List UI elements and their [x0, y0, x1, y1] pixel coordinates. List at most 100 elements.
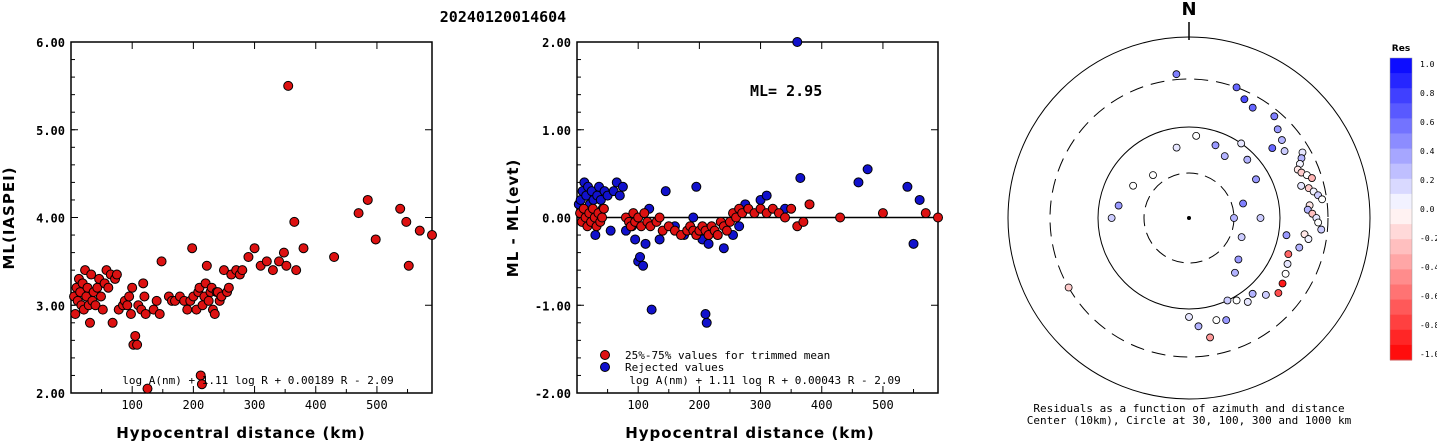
data-point	[289, 216, 300, 227]
rejected-point	[630, 234, 641, 245]
rejected-point	[640, 238, 651, 249]
points-group	[69, 80, 437, 394]
colorbar-cell	[1390, 224, 1412, 240]
points-group	[573, 37, 943, 328]
accepted-point	[721, 225, 732, 236]
rejected-point	[908, 238, 919, 249]
colorbar-cell	[1390, 148, 1412, 165]
residual-point	[1211, 141, 1220, 150]
residual-point	[1230, 214, 1238, 222]
residual-point	[1243, 155, 1252, 164]
accepted-point	[712, 230, 723, 241]
rejected-point	[902, 181, 913, 192]
y-tick-label: 2.00	[36, 387, 65, 401]
colorbar-cell	[1390, 118, 1412, 134]
y-tick-label: 3.00	[36, 299, 65, 313]
colorbar-cell	[1390, 299, 1412, 316]
rejected-point	[646, 304, 657, 315]
data-point	[278, 247, 289, 258]
colorbar-ticks: 1.0 0.8 0.6 0.4 0.2 0.0 -0.2 -0.4 -0.6 -0.8 -1.0	[1420, 60, 1437, 359]
accepted-point	[933, 212, 943, 223]
rejected-point	[691, 181, 702, 192]
colorbar-cell	[1390, 178, 1412, 195]
rejected-point	[700, 309, 711, 320]
residual-point	[1308, 174, 1316, 182]
rejected-point	[590, 230, 601, 241]
residual-colorbar: Res 1.0 0.8 0.6 0.4 0.2 0.0 -0.2 -0.4 -0.6 -0.8 -1…	[1389, 44, 1437, 361]
accepted-point	[920, 208, 931, 219]
y-tick-label: -2.00	[535, 387, 571, 401]
y-tick-label: 4.00	[36, 212, 65, 226]
data-point	[237, 265, 248, 276]
accepted-point	[654, 212, 665, 223]
data-point	[132, 339, 143, 350]
data-point	[249, 243, 260, 254]
accepted-point	[877, 208, 888, 219]
x-tick-label: 400	[811, 398, 833, 412]
rejected-point	[853, 177, 864, 188]
ring-1000km	[1007, 36, 1371, 400]
residual-point	[1274, 289, 1283, 297]
data-point	[196, 379, 207, 390]
north-label: N	[1181, 0, 1196, 20]
tick-group: 100 200 300 400 500 2.00 3.00 4.00 5.00 6.00	[36, 36, 432, 412]
colorbar-cell	[1390, 329, 1412, 346]
y-tick-label: 0.00	[542, 212, 571, 226]
data-point	[90, 300, 101, 311]
legend-accepted-label: 25%-75% values for trimmed mean	[625, 349, 830, 362]
residual-point	[1222, 316, 1231, 325]
residual-point	[1248, 103, 1257, 112]
legend-rejected-marker	[600, 362, 610, 372]
colorbar-cell	[1390, 209, 1412, 225]
x-tick-label: 500	[366, 398, 388, 412]
x-tick-label: 100	[121, 398, 143, 412]
rejected-point	[638, 260, 649, 271]
residual-point	[1261, 290, 1270, 299]
data-point	[281, 260, 292, 271]
panel-ml-vs-distance: 100 200 300 400 500 2.00 3.00 4.00 5.00 6.00 log …	[0, 36, 437, 441]
data-point	[414, 225, 425, 236]
residual-point	[1239, 199, 1247, 208]
residual-point	[1273, 125, 1282, 134]
residual-point	[1281, 269, 1290, 278]
panel-polar-residuals: N Residuals as a function of azimuth and…	[1007, 0, 1371, 427]
center-marker	[1187, 216, 1191, 220]
accepted-point	[639, 208, 650, 219]
x-tick-label: 500	[872, 398, 894, 412]
data-point	[107, 317, 118, 328]
data-point	[125, 309, 136, 320]
rejected-point	[614, 190, 625, 201]
x-tick-label: 300	[750, 398, 772, 412]
panel-ml-residual: 100 200 300 400 500 -2.00 -1.00 0.00 1.00 2.00 ML…	[504, 36, 943, 441]
residual-point	[1149, 171, 1157, 180]
rejected-point	[795, 173, 806, 184]
residual-point	[1256, 214, 1265, 222]
residual-point	[1304, 235, 1313, 243]
data-point	[223, 282, 234, 293]
residual-point	[1297, 181, 1306, 190]
rejected-point	[703, 238, 714, 249]
accepted-point	[786, 203, 797, 214]
residual-point	[1318, 195, 1326, 204]
residual-point	[1212, 316, 1221, 324]
colorbar-cell	[1390, 344, 1412, 361]
rejected-point	[635, 251, 646, 262]
data-point	[130, 330, 141, 341]
colorbar-cell	[1390, 88, 1412, 104]
accepted-point	[804, 199, 815, 210]
x-tick-label: 300	[244, 398, 266, 412]
data-point	[142, 383, 153, 394]
residual-point	[1240, 95, 1249, 104]
data-point	[86, 269, 97, 280]
rejected-point	[761, 190, 772, 201]
residual-point	[1284, 250, 1293, 259]
accepted-point	[798, 216, 809, 227]
ring-300km	[1049, 78, 1329, 358]
formula-label: log A(nm) + 1.11 log R + 0.00189 R - 2.0…	[122, 374, 394, 387]
data-point	[218, 265, 229, 276]
data-point	[97, 304, 108, 315]
rejected-point	[605, 225, 616, 236]
data-point	[362, 194, 373, 205]
data-point	[370, 234, 381, 245]
residual-point	[1185, 313, 1193, 321]
